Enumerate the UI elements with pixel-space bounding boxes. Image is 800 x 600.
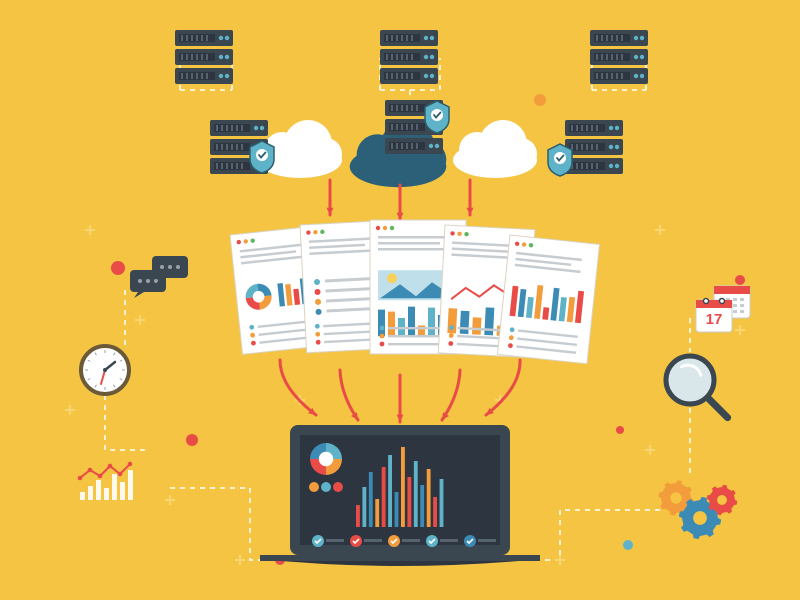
shield-check-icon xyxy=(425,101,449,133)
dot-decor xyxy=(111,261,125,275)
calendar-day-label: 17 xyxy=(706,311,723,328)
dot-decor xyxy=(623,540,633,550)
infographic-canvas: 17 xyxy=(0,0,800,600)
dot-decor xyxy=(534,94,546,106)
server-stack-icon xyxy=(380,30,438,84)
dot-decor xyxy=(735,275,745,285)
dot-decor xyxy=(616,426,624,434)
server-stack-icon xyxy=(565,120,623,174)
clock-icon xyxy=(81,346,129,394)
shield-check-icon xyxy=(250,141,274,173)
report-document-icon xyxy=(497,235,599,364)
laptop-dashboard-icon xyxy=(260,425,540,566)
server-stack-icon xyxy=(590,30,648,84)
dot-decor xyxy=(186,434,198,446)
server-stack-icon xyxy=(175,30,233,84)
shield-check-icon xyxy=(548,144,572,176)
